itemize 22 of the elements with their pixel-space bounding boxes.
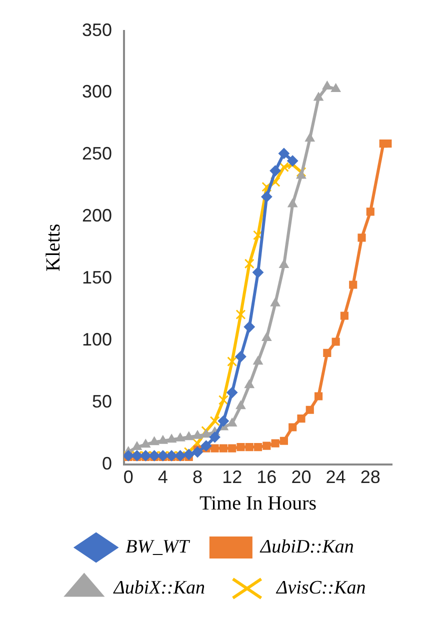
- y-tick-label: 300: [82, 82, 112, 102]
- x-tick-label: 16: [256, 467, 277, 488]
- x-tick-label: 0: [123, 467, 134, 488]
- x-tick-label: 12: [222, 467, 242, 488]
- x-axis-title: Time In Hours: [199, 492, 317, 514]
- legend-label: ΔvisC::Kan: [276, 578, 366, 598]
- y-tick-label: 250: [82, 144, 112, 164]
- y-tick-label: 50: [92, 391, 112, 412]
- legend-label: BW_WT: [126, 536, 190, 558]
- x-tick-label: 24: [326, 467, 346, 488]
- y-tick-label: 100: [82, 329, 112, 350]
- x-tick-label: 4: [158, 467, 168, 488]
- legend-label: ΔubiD::Kan: [259, 536, 354, 558]
- legend-label: ΔubiX::Kan: [112, 578, 206, 598]
- x-tick-label: 28: [360, 467, 380, 488]
- y-axis-title: Kletts: [42, 224, 64, 272]
- y-tick-label: 0: [102, 453, 112, 474]
- x-tick-label: 8: [192, 467, 203, 488]
- y-tick-label: 350: [82, 20, 112, 40]
- y-tick-label: 150: [82, 268, 112, 288]
- y-tick-label: 200: [82, 206, 112, 226]
- x-tick-label: 20: [291, 467, 312, 488]
